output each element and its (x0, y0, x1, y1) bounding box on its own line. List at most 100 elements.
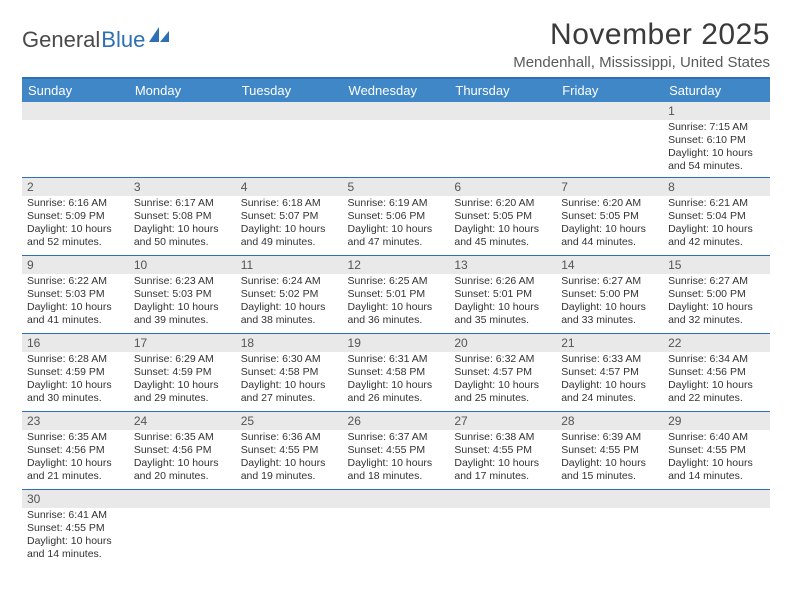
brand-logo: GeneralBlue (22, 26, 170, 54)
day-details: Sunrise: 7:15 AMSunset: 6:10 PMDaylight:… (663, 120, 770, 177)
day-details: Sunrise: 6:35 AMSunset: 4:56 PMDaylight:… (22, 430, 129, 487)
daylight-text: Daylight: 10 hours (561, 457, 658, 470)
calendar-week: 16Sunrise: 6:28 AMSunset: 4:59 PMDayligh… (22, 333, 770, 411)
day-number: 17 (129, 334, 236, 352)
sunset-text: Sunset: 5:05 PM (454, 210, 551, 223)
day-details: Sunrise: 6:27 AMSunset: 5:00 PMDaylight:… (556, 274, 663, 331)
day-number: 1 (663, 102, 770, 120)
day-details: Sunrise: 6:17 AMSunset: 5:08 PMDaylight:… (129, 196, 236, 253)
day-number (236, 490, 343, 508)
calendar-cell: 11Sunrise: 6:24 AMSunset: 5:02 PMDayligh… (236, 255, 343, 333)
calendar-body: 1Sunrise: 7:15 AMSunset: 6:10 PMDaylight… (22, 102, 770, 567)
daylight-text: Daylight: 10 hours (348, 223, 445, 236)
daylight-text: and 21 minutes. (27, 470, 124, 483)
day-number (236, 102, 343, 120)
calendar-cell: 10Sunrise: 6:23 AMSunset: 5:03 PMDayligh… (129, 255, 236, 333)
day-details: Sunrise: 6:25 AMSunset: 5:01 PMDaylight:… (343, 274, 450, 331)
sunrise-text: Sunrise: 6:41 AM (27, 509, 124, 522)
daylight-text: and 20 minutes. (134, 470, 231, 483)
calendar-cell-empty (236, 489, 343, 567)
sunset-text: Sunset: 5:00 PM (668, 288, 765, 301)
day-details: Sunrise: 6:29 AMSunset: 4:59 PMDaylight:… (129, 352, 236, 409)
daylight-text: and 29 minutes. (134, 392, 231, 405)
day-number: 15 (663, 256, 770, 274)
sunset-text: Sunset: 4:57 PM (561, 366, 658, 379)
daylight-text: and 38 minutes. (241, 314, 338, 327)
calendar-cell: 13Sunrise: 6:26 AMSunset: 5:01 PMDayligh… (449, 255, 556, 333)
sunset-text: Sunset: 5:05 PM (561, 210, 658, 223)
sunset-text: Sunset: 6:10 PM (668, 134, 765, 147)
day-number: 7 (556, 178, 663, 196)
calendar-cell: 7Sunrise: 6:20 AMSunset: 5:05 PMDaylight… (556, 177, 663, 255)
calendar-cell: 12Sunrise: 6:25 AMSunset: 5:01 PMDayligh… (343, 255, 450, 333)
daylight-text: and 30 minutes. (27, 392, 124, 405)
sunrise-text: Sunrise: 6:33 AM (561, 353, 658, 366)
sunrise-text: Sunrise: 6:39 AM (561, 431, 658, 444)
day-details: Sunrise: 6:23 AMSunset: 5:03 PMDaylight:… (129, 274, 236, 331)
daylight-text: and 15 minutes. (561, 470, 658, 483)
weekday-header: Saturday (663, 79, 770, 102)
calendar-cell: 16Sunrise: 6:28 AMSunset: 4:59 PMDayligh… (22, 333, 129, 411)
calendar-week: 9Sunrise: 6:22 AMSunset: 5:03 PMDaylight… (22, 255, 770, 333)
sunrise-text: Sunrise: 6:35 AM (27, 431, 124, 444)
sunset-text: Sunset: 4:58 PM (348, 366, 445, 379)
location-text: Mendenhall, Mississippi, United States (513, 54, 770, 71)
title-block: November 2025 Mendenhall, Mississippi, U… (513, 18, 770, 71)
calendar-cell: 23Sunrise: 6:35 AMSunset: 4:56 PMDayligh… (22, 411, 129, 489)
calendar-cell-empty (343, 102, 450, 177)
sunrise-text: Sunrise: 6:32 AM (454, 353, 551, 366)
daylight-text: Daylight: 10 hours (241, 457, 338, 470)
day-number: 30 (22, 490, 129, 508)
calendar-cell: 3Sunrise: 6:17 AMSunset: 5:08 PMDaylight… (129, 177, 236, 255)
day-details: Sunrise: 6:21 AMSunset: 5:04 PMDaylight:… (663, 196, 770, 253)
daylight-text: Daylight: 10 hours (134, 379, 231, 392)
sunrise-text: Sunrise: 6:28 AM (27, 353, 124, 366)
page-header: GeneralBlue November 2025 Mendenhall, Mi… (22, 18, 770, 71)
day-details: Sunrise: 6:22 AMSunset: 5:03 PMDaylight:… (22, 274, 129, 331)
day-number: 11 (236, 256, 343, 274)
calendar-cell: 5Sunrise: 6:19 AMSunset: 5:06 PMDaylight… (343, 177, 450, 255)
calendar-head: SundayMondayTuesdayWednesdayThursdayFrid… (22, 79, 770, 102)
sunrise-text: Sunrise: 6:30 AM (241, 353, 338, 366)
day-number (343, 490, 450, 508)
sunrise-text: Sunrise: 6:36 AM (241, 431, 338, 444)
calendar-cell: 24Sunrise: 6:35 AMSunset: 4:56 PMDayligh… (129, 411, 236, 489)
day-number: 9 (22, 256, 129, 274)
daylight-text: and 49 minutes. (241, 236, 338, 249)
daylight-text: Daylight: 10 hours (241, 379, 338, 392)
calendar-week: 2Sunrise: 6:16 AMSunset: 5:09 PMDaylight… (22, 177, 770, 255)
sunrise-text: Sunrise: 6:27 AM (561, 275, 658, 288)
sunset-text: Sunset: 4:57 PM (454, 366, 551, 379)
day-number (343, 102, 450, 120)
daylight-text: Daylight: 10 hours (668, 457, 765, 470)
sunrise-text: Sunrise: 6:23 AM (134, 275, 231, 288)
day-details: Sunrise: 6:28 AMSunset: 4:59 PMDaylight:… (22, 352, 129, 409)
calendar-cell: 9Sunrise: 6:22 AMSunset: 5:03 PMDaylight… (22, 255, 129, 333)
day-details: Sunrise: 6:24 AMSunset: 5:02 PMDaylight:… (236, 274, 343, 331)
sunset-text: Sunset: 5:09 PM (27, 210, 124, 223)
daylight-text: Daylight: 10 hours (27, 457, 124, 470)
sunset-text: Sunset: 4:55 PM (27, 522, 124, 535)
daylight-text: and 50 minutes. (134, 236, 231, 249)
sunset-text: Sunset: 5:02 PM (241, 288, 338, 301)
day-number: 5 (343, 178, 450, 196)
calendar-cell-empty (236, 102, 343, 177)
daylight-text: and 54 minutes. (668, 160, 765, 173)
daylight-text: Daylight: 10 hours (668, 379, 765, 392)
brand-word-2: Blue (101, 27, 145, 53)
day-number (22, 102, 129, 120)
calendar-week: 23Sunrise: 6:35 AMSunset: 4:56 PMDayligh… (22, 411, 770, 489)
daylight-text: and 35 minutes. (454, 314, 551, 327)
weekday-header: Friday (556, 79, 663, 102)
daylight-text: and 33 minutes. (561, 314, 658, 327)
calendar-cell-empty (556, 489, 663, 567)
daylight-text: Daylight: 10 hours (561, 379, 658, 392)
sunrise-text: Sunrise: 6:37 AM (348, 431, 445, 444)
sunset-text: Sunset: 4:55 PM (454, 444, 551, 457)
day-details: Sunrise: 6:38 AMSunset: 4:55 PMDaylight:… (449, 430, 556, 487)
sunset-text: Sunset: 4:56 PM (134, 444, 231, 457)
daylight-text: Daylight: 10 hours (454, 223, 551, 236)
calendar-cell: 18Sunrise: 6:30 AMSunset: 4:58 PMDayligh… (236, 333, 343, 411)
daylight-text: and 39 minutes. (134, 314, 231, 327)
daylight-text: and 14 minutes. (27, 548, 124, 561)
